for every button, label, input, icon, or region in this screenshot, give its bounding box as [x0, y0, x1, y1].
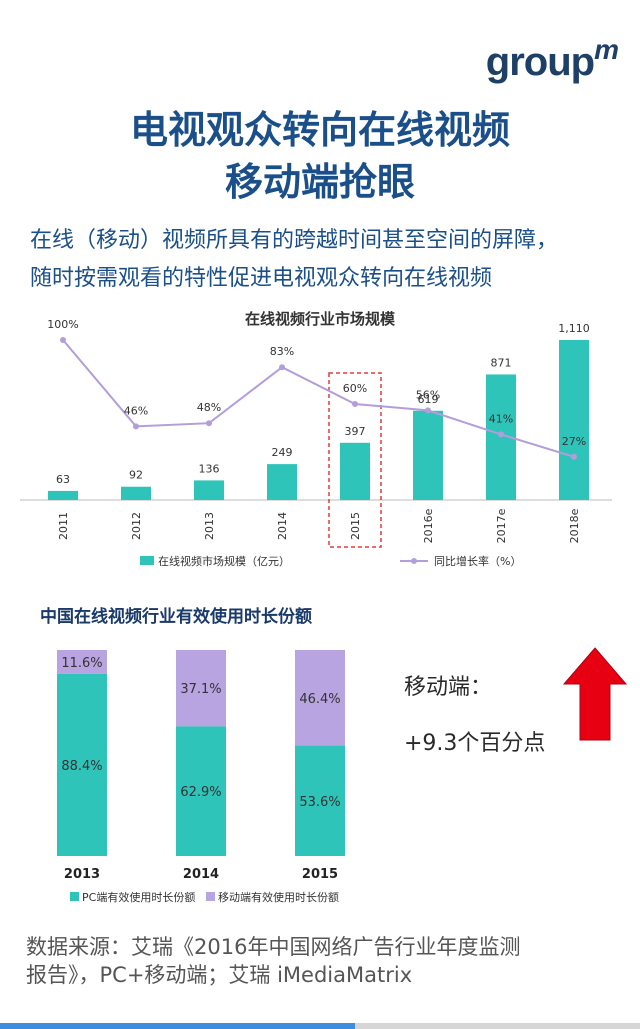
- source-line-2: 报告》，PC+移动端；艾瑞 iMediaMatrix: [26, 963, 413, 987]
- growth-rate-line: [62, 339, 575, 458]
- growth-point-2012: [133, 423, 139, 430]
- bar-label-2014: 249: [272, 446, 293, 459]
- page-title: 电视观众转向在线视频 移动端抢眼: [0, 104, 640, 208]
- usage-share-chart: 中国在线视频行业有效使用时长份额 11.6% 88.4% 2013 37.1% 62.9%…: [40, 606, 345, 904]
- bar-label-2013: 136: [199, 462, 220, 475]
- pc-bar-2014: [176, 726, 226, 856]
- legend-label-bars: 在线视频市场规模（亿元）: [158, 554, 290, 568]
- bar-label-2011: 63: [56, 473, 70, 486]
- legend-swatch-mobile: [206, 892, 215, 901]
- tick-label-2014: 2014: [276, 512, 289, 540]
- subtitle-line-1: 在线（移动）视频所具有的跨越时间甚至空间的屏障，: [30, 228, 559, 253]
- mobile-label-2013: 11.6%: [61, 656, 102, 671]
- legend-marker-line: [411, 558, 417, 564]
- pc-bar-2015: [295, 745, 345, 856]
- growth-point-2018e: [571, 453, 577, 460]
- chart2-title: 中国在线视频行业有效使用时长份额: [40, 606, 312, 627]
- bar-label-2015: 397: [345, 425, 366, 438]
- data-source: 数据来源：艾瑞《2016年中国网络广告行业年度监测 报告》，PC+移动端；艾瑞 …: [26, 933, 626, 989]
- bar-2011: [48, 490, 78, 500]
- bar-label-2018e: 1,110: [558, 322, 590, 335]
- bar-2012: [121, 486, 151, 500]
- legend-label-line: 同比增长率（%）: [434, 554, 521, 568]
- tick-label-2018e: 2018e: [568, 508, 581, 543]
- tick-label-2013: 2013: [203, 512, 216, 540]
- subtitle-line-2: 随时按需观看的特性促进电视观众转向在线视频: [30, 266, 493, 291]
- growth-point-2017e: [498, 431, 504, 438]
- legend-swatch-bars: [140, 556, 154, 565]
- legend-label-pc: PC端有效使用时长份额: [82, 890, 195, 904]
- up-arrow-icon: [562, 647, 628, 741]
- mobile-bar-2015: [295, 650, 345, 746]
- bar-label-2017e: 871: [491, 356, 512, 369]
- growth-point-2013: [206, 420, 212, 427]
- title-line-2: 移动端抢眼: [224, 160, 415, 204]
- bar-2013: [194, 480, 224, 500]
- growth-label-2012: 46%: [124, 404, 148, 417]
- bottom-progress-bar: [0, 1023, 640, 1029]
- pc-label-2014: 62.9%: [180, 785, 221, 800]
- page-subtitle: 在线（移动）视频所具有的跨越时间甚至空间的屏障， 随时按需观看的特性促进电视观众…: [30, 222, 630, 298]
- growth-label-2011: 100%: [47, 318, 78, 331]
- growth-label-2013: 48%: [197, 401, 221, 414]
- growth-point-2016e: [425, 407, 431, 414]
- source-line-1: 数据来源：艾瑞《2016年中国网络广告行业年度监测: [26, 935, 521, 959]
- growth-point-2015: [352, 401, 358, 407]
- mobile-note: 移动端： +9.3个百分点: [404, 660, 545, 772]
- mobile-bar-2013: [57, 650, 107, 674]
- tick-label-2011: 2011: [57, 512, 70, 540]
- legend-swatch-pc: [70, 892, 79, 901]
- bar-2015: [340, 442, 370, 500]
- bar-2018e: [559, 340, 589, 500]
- mobile-note-value: +9.3个百分点: [404, 731, 546, 756]
- pc-bar-2013: [57, 673, 107, 856]
- bar-2014: [267, 464, 297, 500]
- growth-label-2016e: 56%: [416, 388, 440, 401]
- pc-label-2015: 53.6%: [299, 795, 340, 810]
- mobile-note-label: 移动端：: [404, 675, 493, 700]
- bar-2016e: [413, 410, 443, 500]
- tick-label-2015: 2015: [349, 512, 362, 540]
- tick-label-2014: 2014: [183, 867, 219, 882]
- bar-label-2012: 92: [129, 469, 143, 482]
- market-size-chart: 在线视频行业市场规模 63 2011 92 2012 136 2013 249 2014 397 2…: [20, 310, 612, 568]
- bar-label-2016e: 619: [418, 393, 439, 406]
- growth-label-2018e: 27%: [562, 435, 586, 448]
- mobile-label-2014: 37.1%: [180, 682, 221, 697]
- groupm-logo: groupm: [485, 34, 619, 84]
- tick-label-2015: 2015: [302, 867, 338, 882]
- tick-label-2012: 2012: [130, 512, 143, 540]
- highlight-box-2015: [328, 372, 382, 548]
- growth-label-2015: 60%: [343, 382, 367, 395]
- mobile-label-2015: 46.4%: [299, 692, 340, 707]
- title-line-1: 电视观众转向在线视频: [129, 108, 510, 152]
- mobile-bar-2014: [176, 650, 226, 727]
- growth-label-2017e: 41%: [489, 412, 513, 425]
- growth-label-2014: 83%: [270, 345, 294, 358]
- pc-label-2013: 88.4%: [61, 759, 102, 774]
- growth-point-2014: [279, 364, 285, 371]
- tick-label-2013: 2013: [64, 867, 100, 882]
- chart1-title: 在线视频行业市场规模: [245, 310, 396, 328]
- tick-label-2017e: 2017e: [495, 508, 508, 543]
- legend-label-mobile: 移动端有效使用时长份额: [218, 890, 339, 904]
- growth-point-2011: [60, 337, 66, 343]
- tick-label-2016e: 2016e: [422, 508, 435, 543]
